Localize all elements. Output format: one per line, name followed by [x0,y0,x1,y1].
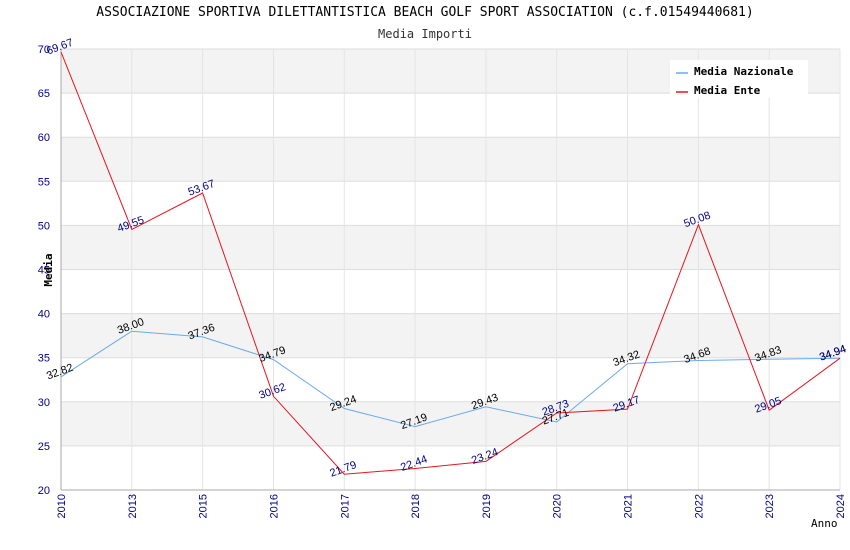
plot-band [61,401,840,446]
axes [60,49,840,491]
y-tick-label: 40 [38,309,50,321]
y-axis-label: Media [42,253,55,286]
y-tick-label: 35 [38,353,50,365]
plot-band [61,445,840,490]
x-tick-label: 2024 [835,494,847,518]
x-tick-labels: 2010 2013 2015 2016 2017 2018 2019 2020 2021 2022… [56,494,847,518]
legend: Media Nazionale Media Ente [670,60,808,98]
plot-band [61,93,840,138]
x-tick-label: 2016 [268,494,280,518]
y-tick-label: 60 [38,132,50,144]
x-tick-label: 2021 [623,494,635,518]
chart-subtitle: Media Importi [378,27,472,41]
y-tick-label: 45 [38,265,50,277]
legend-box [670,60,808,98]
plot-band [61,225,840,270]
y-tick-label: 30 [38,397,50,409]
series-lines [60,51,841,475]
plot-band [61,137,840,182]
y-tick-label: 65 [38,88,50,100]
series-line-media-nazionale [60,330,841,428]
y-tick-label: 55 [38,176,50,188]
plot-band [61,357,840,402]
y-tick-label: 25 [38,441,50,453]
y-tick-label: 20 [38,485,50,497]
x-tick-label: 2013 [127,494,139,518]
y-tick-label: 70 [38,44,50,56]
y-tick-label: 50 [38,220,50,232]
x-tick-label: 2015 [198,494,210,518]
x-tick-label: 2010 [56,494,68,518]
x-tick-label: 2017 [339,494,351,518]
x-axis-label: Anno [811,517,838,530]
plot-bands [61,49,840,490]
legend-label-media-ente: Media Ente [694,84,761,97]
legend-label-media-nazionale: Media Nazionale [694,65,794,78]
y-tick-labels: 20 25 30 35 40 45 50 55 60 65 70 [38,44,50,497]
plot-band [61,313,840,358]
x-tick-label: 2023 [764,494,776,518]
x-tick-label: 2019 [481,494,493,518]
x-tick-label: 2022 [693,494,705,518]
plot-band [61,181,840,226]
plot-band [61,269,840,314]
chart-title: ASSOCIAZIONE SPORTIVA DILETTANTISTICA BE… [96,5,754,20]
series-line-media-ente [60,51,841,475]
x-tick-label: 2020 [552,494,564,518]
x-tick-label: 2018 [410,494,422,518]
